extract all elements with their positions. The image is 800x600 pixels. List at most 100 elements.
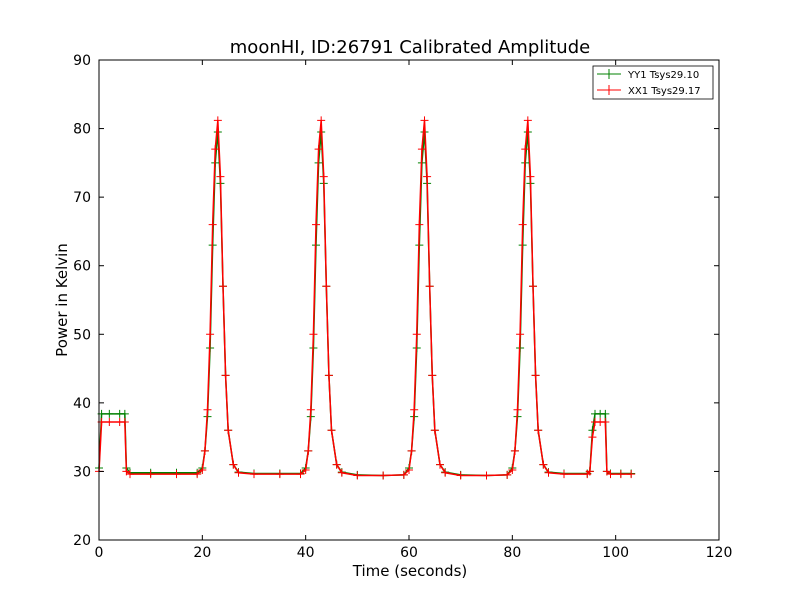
series-1-point-32 xyxy=(317,116,326,125)
series-1-point-19 xyxy=(221,371,230,380)
x-tick-label-6: 120 xyxy=(706,545,733,561)
series-1-point-17 xyxy=(216,172,225,181)
series-1-point-67 xyxy=(531,371,540,380)
legend-entry-xx1: XX1 Tsys29.17 xyxy=(597,85,701,97)
series-1-point-68 xyxy=(534,426,543,435)
series-1-point-71 xyxy=(560,470,568,479)
x-tick-label-2: 40 xyxy=(297,545,315,561)
series-1 xyxy=(95,116,636,480)
series-0-point-4 xyxy=(120,409,129,418)
legend-marker-yy1 xyxy=(604,69,614,79)
series-1-point-57 xyxy=(503,470,512,479)
series-1-point-28 xyxy=(306,405,315,414)
legend-entry-yy1: YY1 Tsys29.10 xyxy=(597,69,699,81)
y-tick-label-3: 50 xyxy=(73,327,91,343)
series-1-point-9 xyxy=(193,470,202,479)
series-1-point-34 xyxy=(322,282,331,291)
series-1-point-62 xyxy=(518,220,527,229)
x-tick-label-0: 0 xyxy=(95,545,104,561)
legend: YY1 Tsys29.10 XX1 Tsys29.17 xyxy=(592,65,714,100)
series-1-point-6 xyxy=(126,470,134,479)
series-1-point-55 xyxy=(456,471,465,480)
series-1-point-38 xyxy=(337,468,346,477)
chart-title: moonHI, ID:26791 Calibrated Amplitude xyxy=(230,37,590,58)
series-1-point-52 xyxy=(430,426,439,435)
series-1-point-31 xyxy=(314,145,323,154)
series-1-point-73 xyxy=(585,467,594,476)
y-tick-label-6: 80 xyxy=(73,122,91,138)
series-1-point-64 xyxy=(523,116,532,125)
x-axis-label: Time (seconds) xyxy=(352,562,468,580)
series-1-point-47 xyxy=(417,145,426,154)
series-1-point-15 xyxy=(211,145,220,154)
series-1-point-56 xyxy=(482,471,491,480)
series-1-point-49 xyxy=(423,172,432,181)
series-1-point-45 xyxy=(412,330,421,339)
series-1-point-10 xyxy=(198,466,207,475)
series-1-point-2 xyxy=(105,418,114,427)
series-1-point-12 xyxy=(203,405,212,414)
series-1-point-44 xyxy=(410,405,419,414)
series-1-point-36 xyxy=(327,426,336,435)
series-1-point-37 xyxy=(332,460,341,469)
series-1-point-46 xyxy=(415,220,424,229)
series-1-point-42 xyxy=(405,466,413,475)
series-1-point-11 xyxy=(200,446,209,455)
series-1-point-74 xyxy=(588,433,597,442)
legend-box xyxy=(592,65,714,100)
series-1-point-30 xyxy=(312,220,320,229)
series-1-point-59 xyxy=(510,446,519,455)
series-1-point-33 xyxy=(319,172,328,181)
series-1-point-53 xyxy=(436,460,444,469)
series-1-point-79 xyxy=(606,470,615,479)
x-tick-label-1: 20 xyxy=(193,545,211,561)
plot-area xyxy=(95,59,720,541)
series-1-point-60 xyxy=(513,405,522,414)
series-1-point-77 xyxy=(601,418,610,427)
legend-label-yy1: YY1 Tsys29.10 xyxy=(627,70,699,81)
y-tick-label-4: 60 xyxy=(73,259,91,275)
series-1-point-70 xyxy=(544,468,553,477)
series-1-point-81 xyxy=(627,470,636,479)
x-tick-label-5: 100 xyxy=(602,545,629,561)
series-1-point-63 xyxy=(521,145,530,154)
y-tick-label-0: 20 xyxy=(73,533,91,549)
series-1-point-65 xyxy=(526,172,535,181)
series-1-point-18 xyxy=(219,282,227,291)
series-1-point-66 xyxy=(529,282,537,291)
y-axis-label: Power in Kelvin xyxy=(53,243,71,357)
series-1-point-41 xyxy=(399,470,408,479)
series-1-point-14 xyxy=(208,220,217,229)
series-1-point-24 xyxy=(275,470,284,479)
y-tick-label-5: 70 xyxy=(73,190,91,206)
series-1-point-16 xyxy=(213,116,222,125)
series-1-point-43 xyxy=(407,446,416,455)
x-tick-label-3: 60 xyxy=(400,545,418,561)
series-layer xyxy=(95,116,636,480)
series-1-point-26 xyxy=(301,466,310,475)
series-1-point-54 xyxy=(441,468,450,477)
series-1-point-25 xyxy=(296,470,305,479)
series-1-point-69 xyxy=(539,460,548,469)
series-1-point-8 xyxy=(172,470,181,479)
series-1-point-20 xyxy=(224,426,233,435)
series-1-point-61 xyxy=(516,330,525,339)
plot-background xyxy=(99,60,719,540)
legend-label-xx1: XX1 Tsys29.17 xyxy=(628,86,701,97)
series-1-point-48 xyxy=(420,116,429,125)
series-1-point-22 xyxy=(234,468,243,477)
y-tick-label-2: 40 xyxy=(73,396,91,412)
series-1-point-29 xyxy=(309,330,318,339)
series-1-point-27 xyxy=(304,446,313,455)
series-1-point-23 xyxy=(250,470,258,479)
series-1-point-40 xyxy=(379,471,388,480)
series-1-point-39 xyxy=(353,471,362,480)
y-tick-label-1: 30 xyxy=(73,464,91,480)
series-1-point-13 xyxy=(206,330,215,339)
series-line-1 xyxy=(98,120,632,477)
series-1-point-7 xyxy=(146,470,155,479)
y-tick-label-7: 90 xyxy=(73,53,91,69)
series-1-point-35 xyxy=(324,371,333,380)
series-1-point-58 xyxy=(508,466,517,475)
